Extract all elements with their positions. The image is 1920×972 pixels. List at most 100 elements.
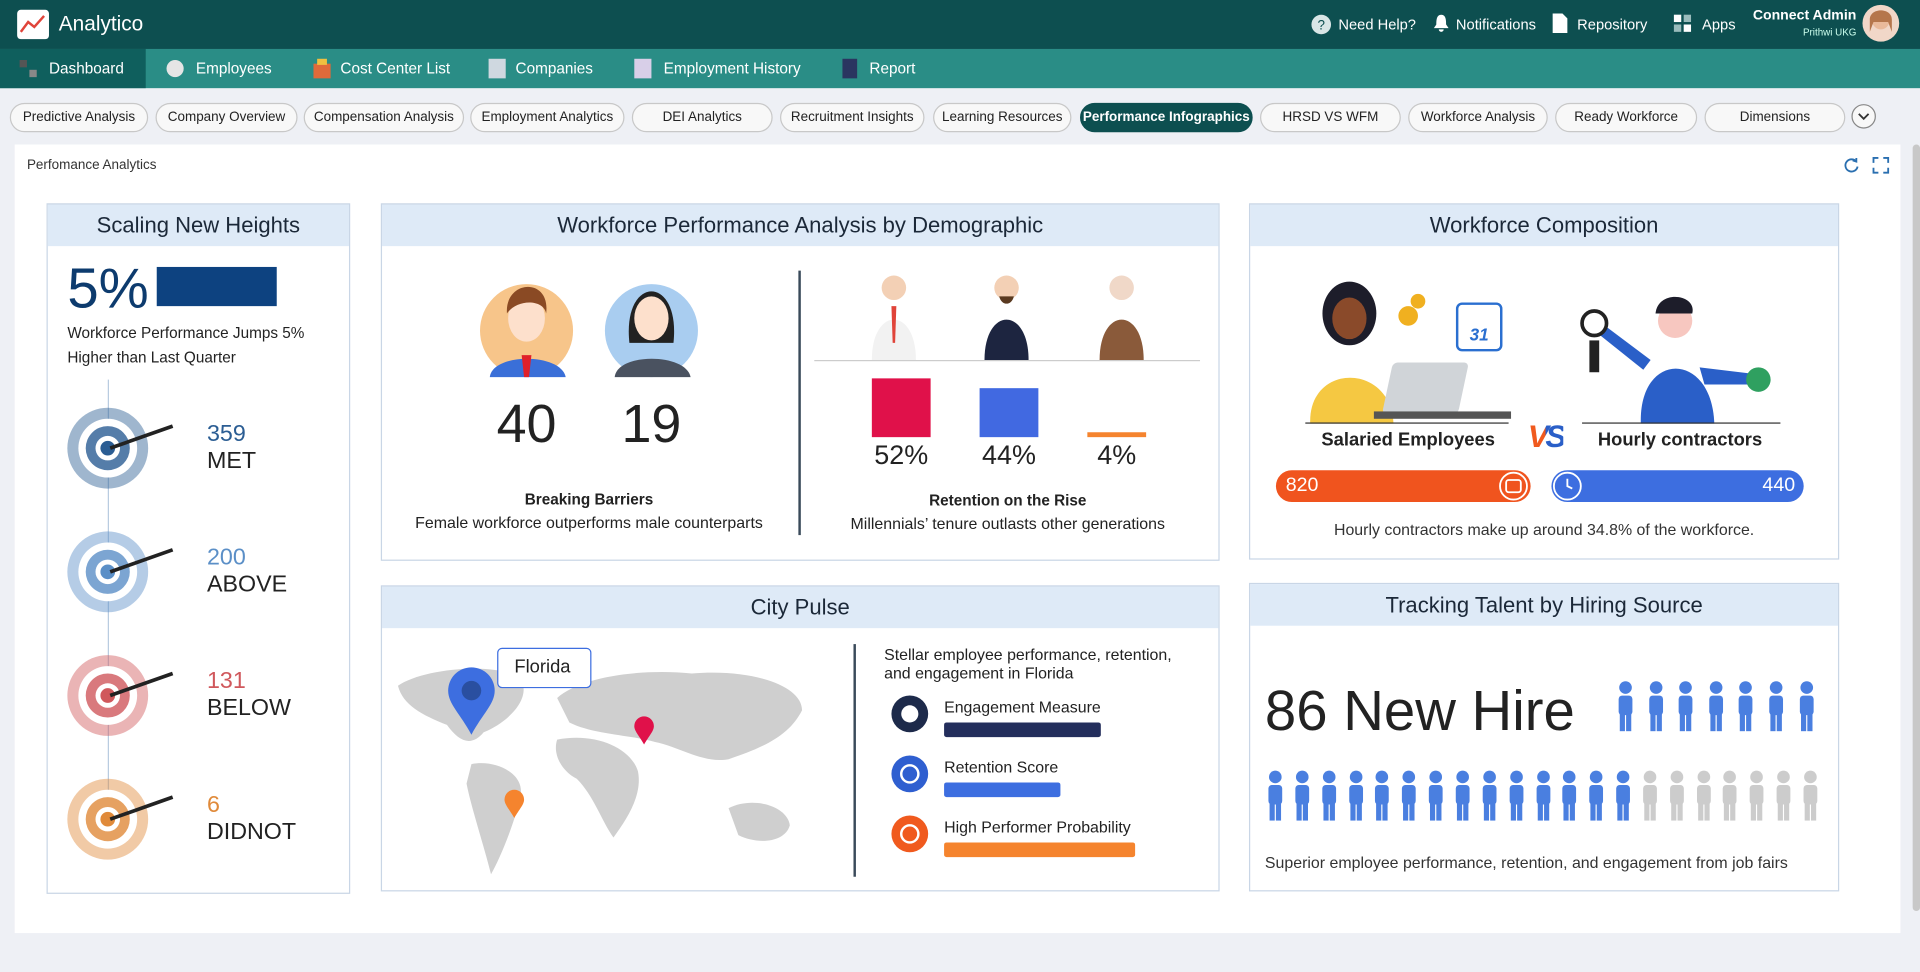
- sub-tab[interactable]: Recruitment Insights: [780, 102, 925, 133]
- retention-bar: [979, 387, 1039, 438]
- panel-title: City Pulse: [382, 586, 1219, 629]
- app-name: Analytico: [58, 12, 144, 36]
- icon-shape: [1349, 771, 1363, 821]
- nav-tab[interactable]: Dashboard: [48, 60, 124, 78]
- generation-figures: [871, 275, 1144, 361]
- nav-tab[interactable]: Report: [869, 60, 916, 78]
- target-label: DIDNOT: [206, 819, 297, 845]
- shape: [634, 58, 652, 79]
- sub-tab[interactable]: Predictive Analysis: [9, 102, 149, 133]
- target-count: 359: [206, 421, 246, 447]
- sub-tab[interactable]: Learning Resources: [933, 102, 1072, 133]
- shape: [19, 15, 45, 33]
- sub-tab[interactable]: DEI Analytics: [631, 102, 773, 133]
- sub-tab-active[interactable]: Performance Infographics: [1080, 102, 1253, 133]
- header-action[interactable]: Apps: [1702, 15, 1736, 34]
- shape: [1099, 319, 1144, 361]
- metric-bar: [944, 722, 1101, 738]
- sub-tab[interactable]: Ready Workforce: [1555, 102, 1698, 133]
- shape: [900, 824, 920, 844]
- group-label: Hourly contractors: [1597, 429, 1763, 451]
- icon-shape: [1643, 771, 1657, 821]
- shape: [1311, 14, 1332, 35]
- retention-bar: [1087, 432, 1147, 438]
- calendar-icon: [1499, 471, 1528, 501]
- icon-shape: [1589, 771, 1603, 821]
- hourly-pill: [1551, 470, 1804, 503]
- shape: [100, 811, 116, 827]
- metric-label: Engagement Measure: [944, 697, 1101, 717]
- person-icon: [1346, 769, 1364, 822]
- nav-tab[interactable]: Companies: [515, 60, 593, 78]
- sub-tab[interactable]: Workforce Analysis: [1408, 102, 1548, 133]
- refresh-button[interactable]: [1843, 157, 1860, 174]
- baseline: [814, 360, 1201, 362]
- shape: [488, 58, 506, 79]
- shape: [109, 671, 174, 698]
- more-tabs-button[interactable]: [1851, 104, 1876, 129]
- shape: [109, 548, 174, 574]
- sub-tab[interactable]: Employment Analytics: [470, 102, 625, 133]
- sub-tab[interactable]: Company Overview: [155, 102, 298, 133]
- nav-tab[interactable]: Employees: [195, 60, 272, 78]
- person-icon: [1453, 769, 1471, 822]
- target-count: 200: [206, 544, 246, 571]
- shape: [1746, 367, 1771, 392]
- shape: [448, 667, 495, 735]
- metric-icon: [891, 755, 929, 793]
- retention-label: 44%: [982, 439, 1036, 471]
- sub-tab[interactable]: HRSD VS WFM: [1260, 102, 1401, 133]
- panel-hiring: Tracking Talent by Hiring Source: [1248, 582, 1840, 892]
- person-icon: [1748, 769, 1766, 822]
- shape: [1505, 479, 1522, 494]
- sub-tab[interactable]: Compensation Analysis: [303, 102, 465, 133]
- user-org: Prithwi UKG: [1802, 26, 1857, 38]
- callout-box: [497, 647, 592, 689]
- header-action[interactable]: Notifications: [1455, 15, 1536, 34]
- nav-tab[interactable]: Employment History: [663, 60, 801, 78]
- salaried-illustration: 31: [1310, 281, 1512, 424]
- shape: [19, 60, 27, 68]
- shape: [1580, 309, 1609, 338]
- sub-tab[interactable]: Dimensions: [1704, 102, 1846, 133]
- icon-shape: [1769, 681, 1783, 731]
- person-icon: [1614, 769, 1632, 822]
- icon-shape: [1619, 681, 1633, 731]
- person-icon: [1480, 769, 1498, 822]
- group-label: Salaried Employees: [1321, 429, 1495, 451]
- icon-shape: [1739, 681, 1753, 731]
- header-action[interactable]: Need Help?: [1338, 15, 1416, 34]
- hire-headline: 86 New Hire: [1264, 678, 1575, 743]
- nav-tab[interactable]: Cost Center List: [340, 60, 451, 78]
- icon-shape: [1723, 771, 1737, 821]
- person-icon: [1400, 769, 1418, 822]
- icon-shape: [1509, 771, 1523, 821]
- nav-icon: [313, 58, 331, 79]
- shape: [1398, 306, 1418, 326]
- shape: [555, 737, 639, 838]
- shape: [1852, 157, 1858, 163]
- fullscreen-button[interactable]: [1872, 157, 1890, 174]
- icon-shape: [1268, 771, 1282, 821]
- text-line: Stellar employee performance, retention,: [884, 645, 1172, 664]
- hiring-text: Superior employee performance, retention…: [1264, 853, 1788, 872]
- shape: [1410, 293, 1426, 309]
- text-line: Higher than Last Quarter: [67, 348, 236, 367]
- nav-icon: [842, 58, 858, 79]
- person-icon: [1507, 769, 1525, 822]
- headline-bar: [156, 266, 277, 307]
- retention-bar: [871, 378, 931, 438]
- person-icon: [1767, 680, 1785, 733]
- panel-title: Workforce Performance Analysis by Demogr…: [382, 204, 1219, 247]
- shape: [1455, 302, 1503, 352]
- metric-bar: [944, 782, 1061, 798]
- header-action[interactable]: Repository: [1577, 15, 1648, 34]
- person-icon: [1587, 769, 1605, 822]
- user-avatar: [1862, 4, 1900, 42]
- shape: [100, 688, 116, 703]
- panel-title: Scaling New Heights: [47, 204, 349, 247]
- icon-shape: [1697, 771, 1711, 821]
- shape: [1499, 471, 1528, 501]
- shape: [109, 424, 174, 450]
- panel-title: Tracking Talent by Hiring Source: [1250, 584, 1838, 626]
